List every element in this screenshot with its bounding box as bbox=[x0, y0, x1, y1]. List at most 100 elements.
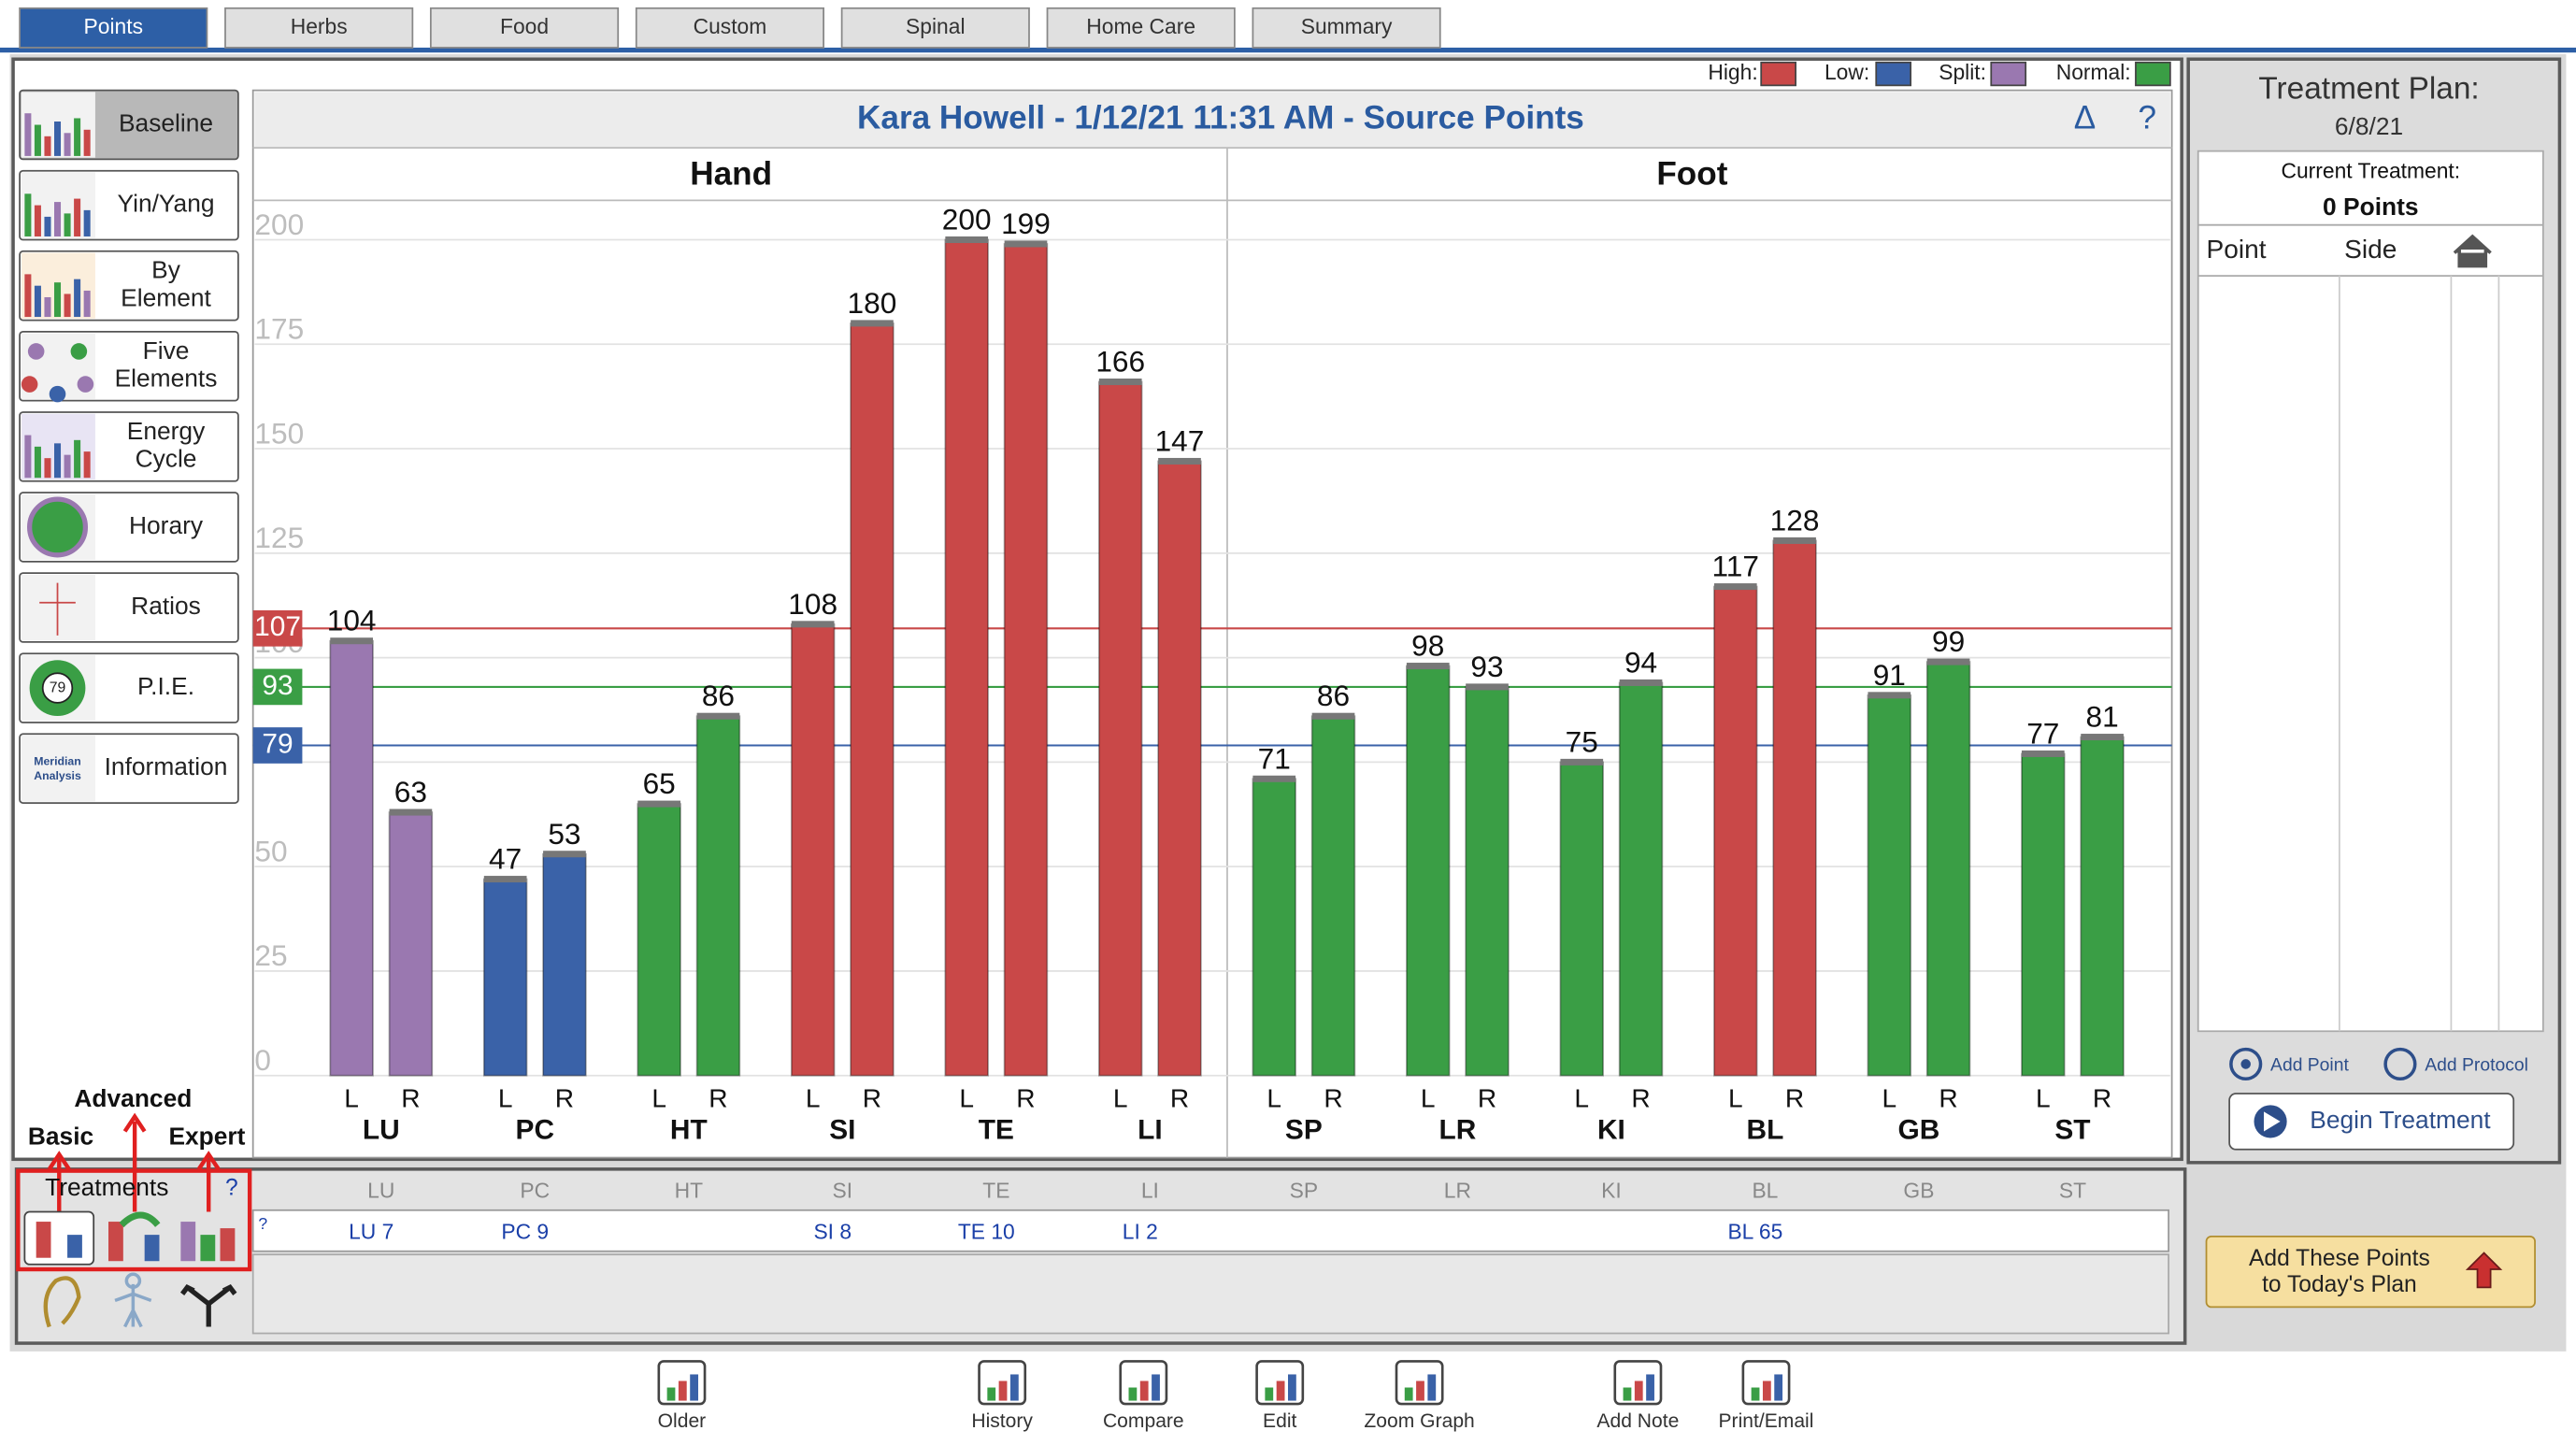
icon-bar bbox=[1646, 1374, 1654, 1401]
help-button[interactable]: ? bbox=[2138, 100, 2156, 136]
toolbar-label: Older bbox=[658, 1410, 707, 1432]
add-point: Add Point bbox=[2270, 1055, 2349, 1075]
up-arrow-icon bbox=[2465, 1252, 2503, 1289]
tab-label: Summary bbox=[1301, 14, 1393, 38]
icon-bar bbox=[144, 1235, 160, 1262]
add-point-icon[interactable] bbox=[2229, 1047, 2263, 1080]
category-label: LU bbox=[363, 1114, 400, 1145]
tab[interactable] bbox=[1252, 7, 1441, 49]
tab[interactable] bbox=[635, 7, 824, 49]
add-protocol-icon[interactable] bbox=[2383, 1047, 2417, 1080]
ear-icon[interactable] bbox=[43, 1276, 81, 1328]
treatment-column: ST bbox=[2059, 1178, 2086, 1202]
sidebar-label: Energy bbox=[127, 417, 206, 445]
bar-cap bbox=[483, 876, 527, 883]
bar bbox=[1406, 665, 1451, 1077]
treatment-point: PC 9 bbox=[501, 1219, 549, 1243]
toolbar-label: Add Note bbox=[1596, 1410, 1679, 1432]
body-head bbox=[124, 1272, 142, 1290]
icon-bar bbox=[200, 1235, 216, 1262]
bar-cap bbox=[851, 320, 894, 327]
plan-title: Treatment Plan: bbox=[2258, 71, 2479, 106]
expert-icon[interactable] bbox=[180, 1222, 196, 1262]
legend-label: Low: bbox=[1825, 60, 1869, 84]
bar bbox=[695, 715, 741, 1077]
row-help: ? bbox=[258, 1214, 267, 1233]
value-label: 147 bbox=[1155, 424, 1205, 458]
body-icon[interactable] bbox=[114, 1283, 152, 1328]
tab[interactable] bbox=[224, 7, 414, 49]
value-label: 94 bbox=[1624, 645, 1657, 679]
sidebar-label: Yin/Yang bbox=[118, 190, 215, 218]
treatment-column: SP bbox=[1290, 1178, 1318, 1202]
add-to-plan-button[interactable] bbox=[2205, 1236, 2536, 1309]
tab[interactable] bbox=[1046, 7, 1236, 49]
bar-cap bbox=[1560, 758, 1604, 765]
legend-label: High: bbox=[1708, 60, 1757, 84]
bar-cap bbox=[791, 621, 835, 628]
treatments-title: Treatments bbox=[45, 1173, 168, 1201]
value-label: 108 bbox=[788, 587, 837, 621]
icon-bar bbox=[1623, 1387, 1632, 1401]
value-label: 98 bbox=[1411, 629, 1444, 663]
tab-label: Herbs bbox=[291, 14, 348, 38]
bar bbox=[1465, 686, 1510, 1077]
tab-label: Points bbox=[84, 14, 143, 38]
tab[interactable] bbox=[429, 7, 620, 49]
bar bbox=[1713, 585, 1758, 1077]
plan-column: Point bbox=[2207, 235, 2267, 264]
basic-icon[interactable] bbox=[23, 1210, 95, 1266]
icon-bar bbox=[1128, 1387, 1138, 1401]
bar-cap bbox=[1773, 537, 1816, 544]
icon-dot bbox=[70, 343, 88, 360]
reference-tag bbox=[252, 609, 303, 647]
treatment-column: GB bbox=[1903, 1178, 1934, 1202]
icon-bar bbox=[998, 1381, 1008, 1401]
annotation-arrows bbox=[47, 1112, 221, 1212]
bar-cap bbox=[1926, 658, 1970, 665]
bar bbox=[637, 803, 681, 1077]
y-tick-label: 125 bbox=[254, 521, 304, 554]
value-label: 99 bbox=[1932, 624, 1965, 658]
side-label: L bbox=[498, 1083, 513, 1112]
add-protocol: Add Protocol bbox=[2425, 1055, 2528, 1075]
bar bbox=[790, 622, 836, 1077]
bar bbox=[1252, 778, 1296, 1077]
side-label: R bbox=[1016, 1083, 1035, 1112]
value-label: 117 bbox=[1712, 550, 1759, 583]
bar-cap bbox=[1713, 583, 1757, 591]
add-to-plan-label: to Today's Plan bbox=[2262, 1272, 2417, 1297]
value-label: 81 bbox=[2085, 700, 2118, 734]
tab[interactable] bbox=[19, 7, 208, 49]
plan-column: Side bbox=[2344, 235, 2397, 264]
chart-title: Kara Howell - 1/12/21 11:31 AM - Source … bbox=[857, 100, 1584, 136]
side-label: L bbox=[344, 1083, 359, 1112]
begin-button[interactable] bbox=[2228, 1093, 2515, 1151]
treatments-notes bbox=[251, 1253, 2169, 1335]
treatments-row bbox=[251, 1209, 2169, 1252]
home-icon[interactable] bbox=[2453, 234, 2492, 268]
value-label: 53 bbox=[548, 817, 580, 851]
advanced-icon[interactable] bbox=[108, 1222, 123, 1262]
icon-bar bbox=[666, 1387, 676, 1401]
value-label: 86 bbox=[702, 679, 735, 712]
icon-bar bbox=[1139, 1381, 1149, 1401]
icon-dot bbox=[77, 376, 94, 393]
bar bbox=[1310, 715, 1356, 1077]
sidebar-label: Horary bbox=[129, 511, 204, 539]
current-label: Current Treatment: bbox=[2281, 159, 2460, 183]
reference-label: 93 bbox=[262, 670, 293, 701]
split-icon[interactable] bbox=[179, 1284, 237, 1327]
value-label: 63 bbox=[394, 775, 427, 808]
bar-cap bbox=[389, 808, 433, 816]
side-label: L bbox=[1267, 1083, 1281, 1112]
tab-label: Custom bbox=[694, 14, 767, 38]
bar bbox=[2021, 752, 2066, 1077]
icon-bar bbox=[54, 282, 62, 318]
tab[interactable] bbox=[840, 7, 1030, 49]
treatments-help[interactable]: ? bbox=[225, 1175, 238, 1200]
icon-bar bbox=[83, 129, 91, 156]
y-tick-label: 150 bbox=[254, 416, 304, 450]
delta-button[interactable]: Δ bbox=[2074, 100, 2096, 136]
